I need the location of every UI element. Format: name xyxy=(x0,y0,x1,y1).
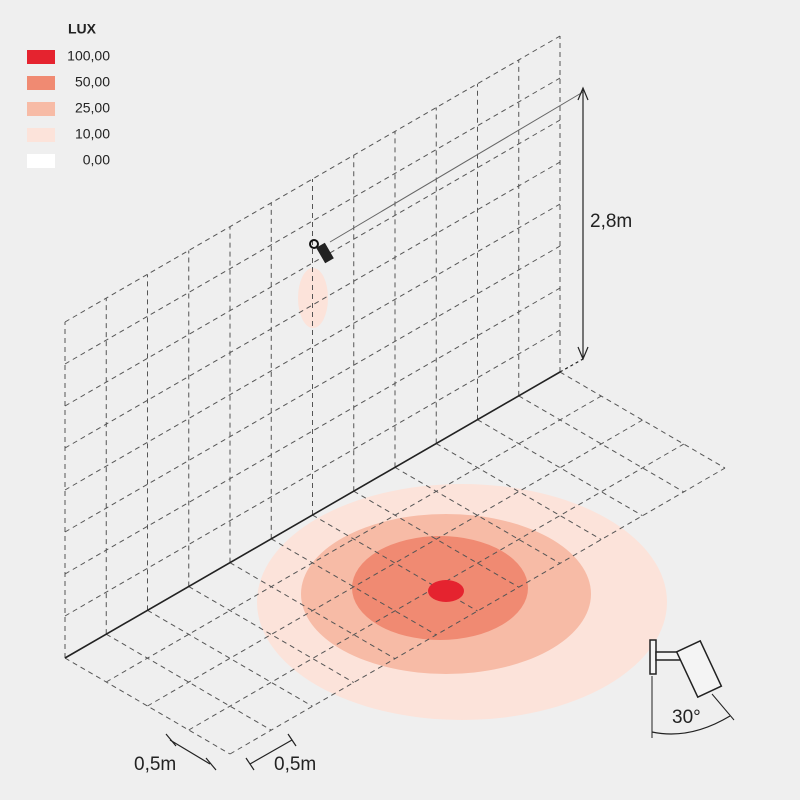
legend-title: LUX xyxy=(68,21,97,37)
grid-line xyxy=(312,514,478,612)
grid-line xyxy=(477,419,643,517)
legend-swatch xyxy=(27,102,55,116)
grid xyxy=(64,35,726,755)
grid-line xyxy=(435,443,602,540)
wall-base xyxy=(64,371,561,659)
height-dimension xyxy=(559,86,589,373)
grid-dimensions xyxy=(165,733,297,771)
grid-x-label: 0,5m xyxy=(134,754,176,775)
grid-line xyxy=(270,538,437,636)
grid-line xyxy=(394,466,561,564)
grid-line xyxy=(105,633,272,731)
grid-line xyxy=(353,490,520,588)
legend-label: 10,00 xyxy=(75,126,110,142)
fixture-large xyxy=(649,639,735,738)
legend-label: 50,00 xyxy=(75,74,110,90)
grid-line xyxy=(188,586,355,683)
height-label: 2,8m xyxy=(590,211,632,232)
grid-line xyxy=(559,371,726,469)
legend-swatch xyxy=(27,50,55,64)
grid-line xyxy=(147,609,313,707)
grid-line xyxy=(518,395,685,493)
grid-y-label: 0,5m xyxy=(274,754,316,775)
legend-label: 100,00 xyxy=(67,48,110,64)
legend-swatch xyxy=(27,76,55,90)
legend-label: 0,00 xyxy=(83,152,110,168)
beam-angle-label: 30° xyxy=(672,707,701,728)
legend-swatch xyxy=(27,128,55,142)
spot-center xyxy=(428,580,464,602)
light-center xyxy=(428,580,464,602)
legend-swatch xyxy=(27,154,55,168)
legend: 100,00 50,00 25,00 10,00 0,00 xyxy=(27,48,110,168)
grid-line xyxy=(229,562,396,660)
legend-label: 25,00 xyxy=(75,100,110,116)
grid-line xyxy=(64,657,231,755)
fixture-small xyxy=(309,91,584,264)
